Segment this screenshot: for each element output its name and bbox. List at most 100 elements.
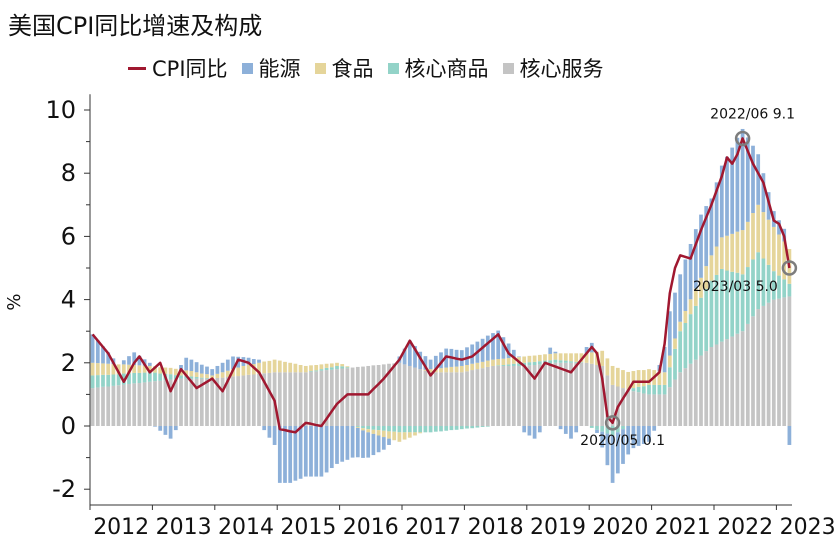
bar-food bbox=[397, 432, 402, 442]
bar-core-goods bbox=[381, 426, 386, 431]
bar-core-goods bbox=[189, 376, 194, 379]
bar-core-services bbox=[543, 363, 547, 426]
bar-core-goods bbox=[621, 426, 625, 430]
bar-core-services bbox=[241, 375, 246, 426]
bar-core-services bbox=[433, 372, 438, 426]
bar-core-services bbox=[714, 344, 719, 426]
bar-core-services bbox=[688, 363, 693, 426]
bar-core-services bbox=[647, 394, 651, 426]
bar-core-goods bbox=[735, 272, 740, 334]
bar-core-goods bbox=[153, 372, 157, 382]
bar-energy bbox=[173, 426, 178, 431]
bar-food bbox=[90, 362, 95, 376]
bar-energy bbox=[355, 427, 360, 458]
bar-core-services bbox=[522, 365, 527, 426]
bar-core-goods bbox=[158, 373, 163, 381]
bar-core-services bbox=[340, 368, 345, 426]
bar-energy bbox=[636, 426, 641, 446]
bar-core-services bbox=[428, 372, 433, 426]
bar-core-goods bbox=[387, 426, 391, 432]
bar-core-goods bbox=[657, 384, 662, 395]
legend-item-core-services: 核心服务 bbox=[502, 53, 604, 83]
bar-energy bbox=[147, 362, 152, 366]
bar-food bbox=[314, 365, 319, 371]
bar-energy bbox=[600, 431, 605, 448]
bar-food bbox=[626, 371, 631, 390]
bar-core-goods bbox=[319, 369, 324, 371]
legend-swatch-core-services bbox=[502, 62, 514, 74]
bar-core-services bbox=[231, 376, 235, 426]
bar-core-goods bbox=[563, 360, 568, 363]
bar-core-services bbox=[470, 370, 475, 426]
bar-energy bbox=[719, 165, 724, 238]
bar-energy bbox=[631, 426, 636, 449]
bar-energy bbox=[501, 337, 506, 359]
bar-core-services bbox=[371, 365, 376, 426]
bar-energy bbox=[225, 359, 230, 371]
bar-food bbox=[537, 354, 542, 362]
bar-food bbox=[319, 364, 324, 370]
bar-food bbox=[220, 372, 225, 378]
bar-core-services bbox=[106, 386, 111, 426]
bar-food bbox=[527, 355, 532, 363]
bar-food bbox=[719, 237, 724, 269]
bar-food bbox=[574, 353, 579, 362]
bar-core-services bbox=[485, 366, 490, 426]
legend-line-cpi bbox=[128, 66, 146, 70]
bar-core-services bbox=[496, 365, 501, 426]
bar-food bbox=[132, 365, 137, 373]
bar-energy bbox=[95, 340, 100, 364]
bar-core-services bbox=[127, 383, 131, 426]
bar-energy bbox=[168, 426, 173, 439]
bar-core-services bbox=[719, 341, 724, 426]
bar-core-services bbox=[210, 378, 215, 426]
bar-core-goods bbox=[740, 274, 745, 332]
bar-food bbox=[225, 370, 230, 378]
bar-core-goods bbox=[537, 361, 542, 365]
bar-energy bbox=[319, 426, 324, 477]
bar-energy bbox=[574, 426, 579, 433]
bar-core-services bbox=[631, 391, 636, 426]
bar-core-services bbox=[142, 382, 147, 426]
bar-core-services bbox=[147, 381, 152, 426]
bar-core-services bbox=[527, 365, 532, 426]
bar-energy bbox=[366, 432, 371, 458]
bar-core-services bbox=[381, 364, 386, 426]
bar-core-goods bbox=[433, 426, 438, 432]
bar-core-services bbox=[355, 366, 360, 426]
bar-core-goods bbox=[647, 384, 651, 395]
bar-core-services bbox=[283, 372, 287, 426]
bar-food bbox=[600, 350, 605, 366]
bar-energy bbox=[381, 437, 386, 450]
bar-core-goods bbox=[517, 363, 521, 366]
bar-food bbox=[215, 373, 220, 378]
annotations: 2022/06 9.1 2020/05 0.1 2023/03 5.0 bbox=[580, 106, 798, 449]
bar-energy bbox=[693, 229, 698, 289]
bar-core-goods bbox=[667, 367, 672, 388]
bar-energy bbox=[277, 426, 282, 483]
bar-core-services bbox=[303, 372, 308, 426]
bar-energy bbox=[761, 173, 766, 213]
bar-core-services bbox=[678, 372, 683, 426]
bar-energy bbox=[413, 346, 417, 368]
bar-core-services bbox=[584, 362, 589, 426]
bar-energy bbox=[673, 292, 677, 339]
bar-core-goods bbox=[688, 314, 693, 364]
bar-core-services bbox=[574, 362, 579, 426]
bar-core-services bbox=[246, 374, 251, 426]
bar-core-goods bbox=[673, 348, 677, 380]
bar-energy bbox=[480, 338, 485, 362]
bar-core-services bbox=[288, 372, 293, 426]
bar-core-services bbox=[407, 365, 412, 426]
bar-core-services bbox=[361, 366, 365, 426]
bar-core-goods bbox=[101, 374, 105, 387]
bar-energy bbox=[407, 340, 412, 366]
bar-core-goods bbox=[787, 283, 792, 297]
bar-core-goods bbox=[548, 360, 553, 364]
bar-core-services bbox=[402, 364, 407, 426]
bar-core-goods bbox=[506, 364, 511, 366]
bar-energy bbox=[537, 426, 542, 433]
bar-core-services bbox=[168, 379, 173, 426]
bar-core-goods bbox=[641, 386, 646, 394]
